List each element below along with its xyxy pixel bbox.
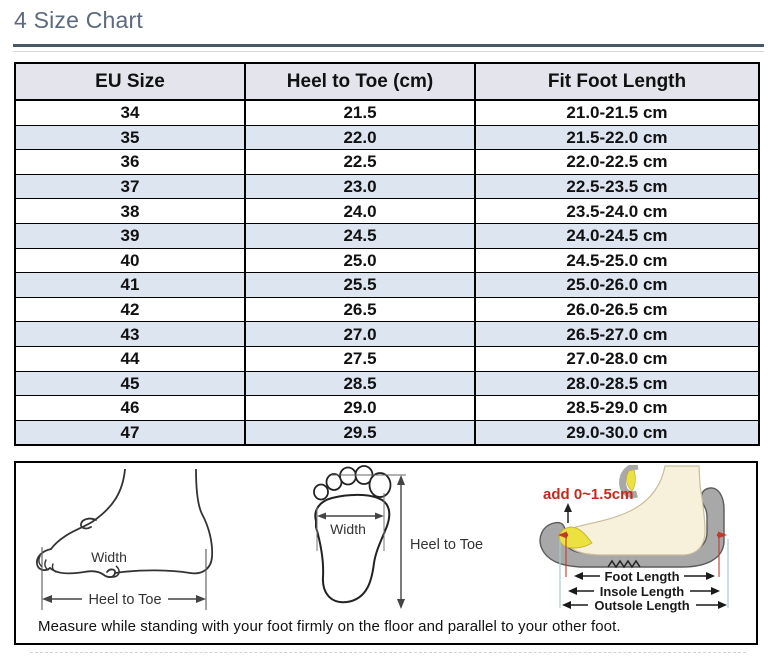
table-row: 45 28.5 28.0-28.5 cm (14, 370, 760, 397)
table-cell: 42 (14, 296, 246, 323)
page-title: 4 Size Chart (14, 7, 143, 33)
table-row: 36 22.5 22.0-22.5 cm (14, 149, 760, 175)
table-cell: 35 (14, 124, 246, 151)
table-row: 41 25.5 25.0-26.0 cm (14, 272, 760, 298)
table-cell: 22.0 (244, 124, 476, 151)
table-cell: 29.5 (244, 419, 476, 446)
shoe-cross-section-diagram: add 0~1.5cm Foot Length Insole Length Ou… (539, 465, 729, 613)
table-cell: 24.0-24.5 cm (474, 222, 760, 249)
arrow-left-icon (317, 512, 326, 520)
table-header-cell: EU Size (14, 62, 246, 101)
red-arrow-left-icon (558, 531, 567, 539)
table-header-cell: Heel to Toe (cm) (244, 62, 476, 101)
arrow-up-icon (397, 475, 405, 485)
outsole-length-label: Outsole Length (594, 598, 689, 613)
table-cell: 46 (14, 395, 246, 421)
table-cell: 41 (14, 272, 246, 298)
table-row: 40 25.0 24.5-25.0 cm (14, 247, 760, 274)
table-cell: 28.5-29.0 cm (474, 395, 760, 421)
arrow-right-icon (375, 512, 384, 520)
table-row: 34 21.5 21.0-21.5 cm (14, 99, 760, 126)
size-table-body: 34 21.5 21.0-21.5 cm 35 22.0 21.5-22.0 cm 36 22… (14, 99, 760, 446)
size-table-header-row: EU Size Heel to Toe (cm) Fit Foot Length (14, 62, 760, 101)
arrow-up-icon (564, 503, 572, 512)
side-width-label: Width (91, 549, 127, 565)
table-cell: 26.5-27.0 cm (474, 321, 760, 347)
table-row: 44 27.5 27.0-28.0 cm (14, 345, 760, 372)
table-row: 46 29.0 28.5-29.0 cm (14, 395, 760, 421)
table-cell: 28.0-28.5 cm (474, 370, 760, 397)
title-divider (13, 44, 764, 47)
arrow-down-icon (397, 599, 405, 609)
table-row: 39 24.5 24.0-24.5 cm (14, 222, 760, 249)
table-cell: 26.0-26.5 cm (474, 296, 760, 323)
arrow-left-icon (42, 595, 52, 603)
table-cell: 36 (14, 149, 246, 175)
title-divider-shadow (13, 51, 764, 52)
table-row: 35 22.0 21.5-22.0 cm (14, 124, 760, 151)
table-cell: 25.5 (244, 272, 476, 298)
table-cell: 43 (14, 321, 246, 347)
table-cell: 24.0 (244, 198, 476, 224)
red-arrow-right-icon (718, 531, 727, 539)
measure-caption: Measure while standing with your foot fi… (38, 618, 621, 635)
table-cell: 34 (14, 99, 246, 126)
table-cell: 45 (14, 370, 246, 397)
foot-length-label: Foot Length (604, 569, 679, 584)
table-cell: 22.5 (244, 149, 476, 175)
table-cell: 47 (14, 419, 246, 446)
table-cell: 24.5-25.0 cm (474, 247, 760, 274)
table-cell: 37 (14, 173, 246, 200)
top-heel-to-toe-label: Heel to Toe (410, 537, 483, 553)
measuring-figure-box: Width Heel to Toe Width (14, 461, 758, 645)
table-cell: 24.5 (244, 222, 476, 249)
table-cell: 27.0 (244, 321, 476, 347)
table-cell: 28.5 (244, 370, 476, 397)
table-cell: 44 (14, 345, 246, 372)
table-row: 47 29.5 29.0-30.0 cm (14, 419, 760, 446)
table-cell: 21.0-21.5 cm (474, 99, 760, 126)
table-cell: 29.0-30.0 cm (474, 419, 760, 446)
table-cell: 23.5-24.0 cm (474, 198, 760, 224)
side-foot-diagram: Width Heel to Toe (36, 469, 214, 610)
table-cell: 25.0-26.0 cm (474, 272, 760, 298)
footprint-diagram: Width Heel to Toe (313, 465, 483, 609)
table-cell: 27.0-28.0 cm (474, 345, 760, 372)
table-cell: 22.5-23.5 cm (474, 173, 760, 200)
table-cell: 21.5 (244, 99, 476, 126)
table-cell: 39 (14, 222, 246, 249)
table-row: 42 26.5 26.0-26.5 cm (14, 296, 760, 323)
table-row: 38 24.0 23.5-24.0 cm (14, 198, 760, 224)
table-cell: 21.5-22.0 cm (474, 124, 760, 151)
insole-length-label: Insole Length (600, 584, 685, 599)
table-cell: 38 (14, 198, 246, 224)
table-cell: 22.0-22.5 cm (474, 149, 760, 175)
arrow-right-icon (196, 595, 206, 603)
table-row: 37 23.0 22.5-23.5 cm (14, 173, 760, 200)
table-cell: 26.5 (244, 296, 476, 323)
side-heel-to-toe-label: Heel to Toe (88, 592, 161, 608)
table-cell: 40 (14, 247, 246, 274)
table-header-cell: Fit Foot Length (474, 62, 760, 101)
table-cell: 27.5 (244, 345, 476, 372)
size-table: EU Size Heel to Toe (cm) Fit Foot Length 3… (14, 62, 760, 447)
table-cell: 25.0 (244, 247, 476, 274)
allowance-label: add 0~1.5cm (543, 486, 633, 503)
top-width-label: Width (330, 521, 366, 537)
table-row: 43 27.0 26.5-27.0 cm (14, 321, 760, 347)
table-cell: 23.0 (244, 173, 476, 200)
next-section-edge (30, 652, 746, 653)
table-cell: 29.0 (244, 395, 476, 421)
